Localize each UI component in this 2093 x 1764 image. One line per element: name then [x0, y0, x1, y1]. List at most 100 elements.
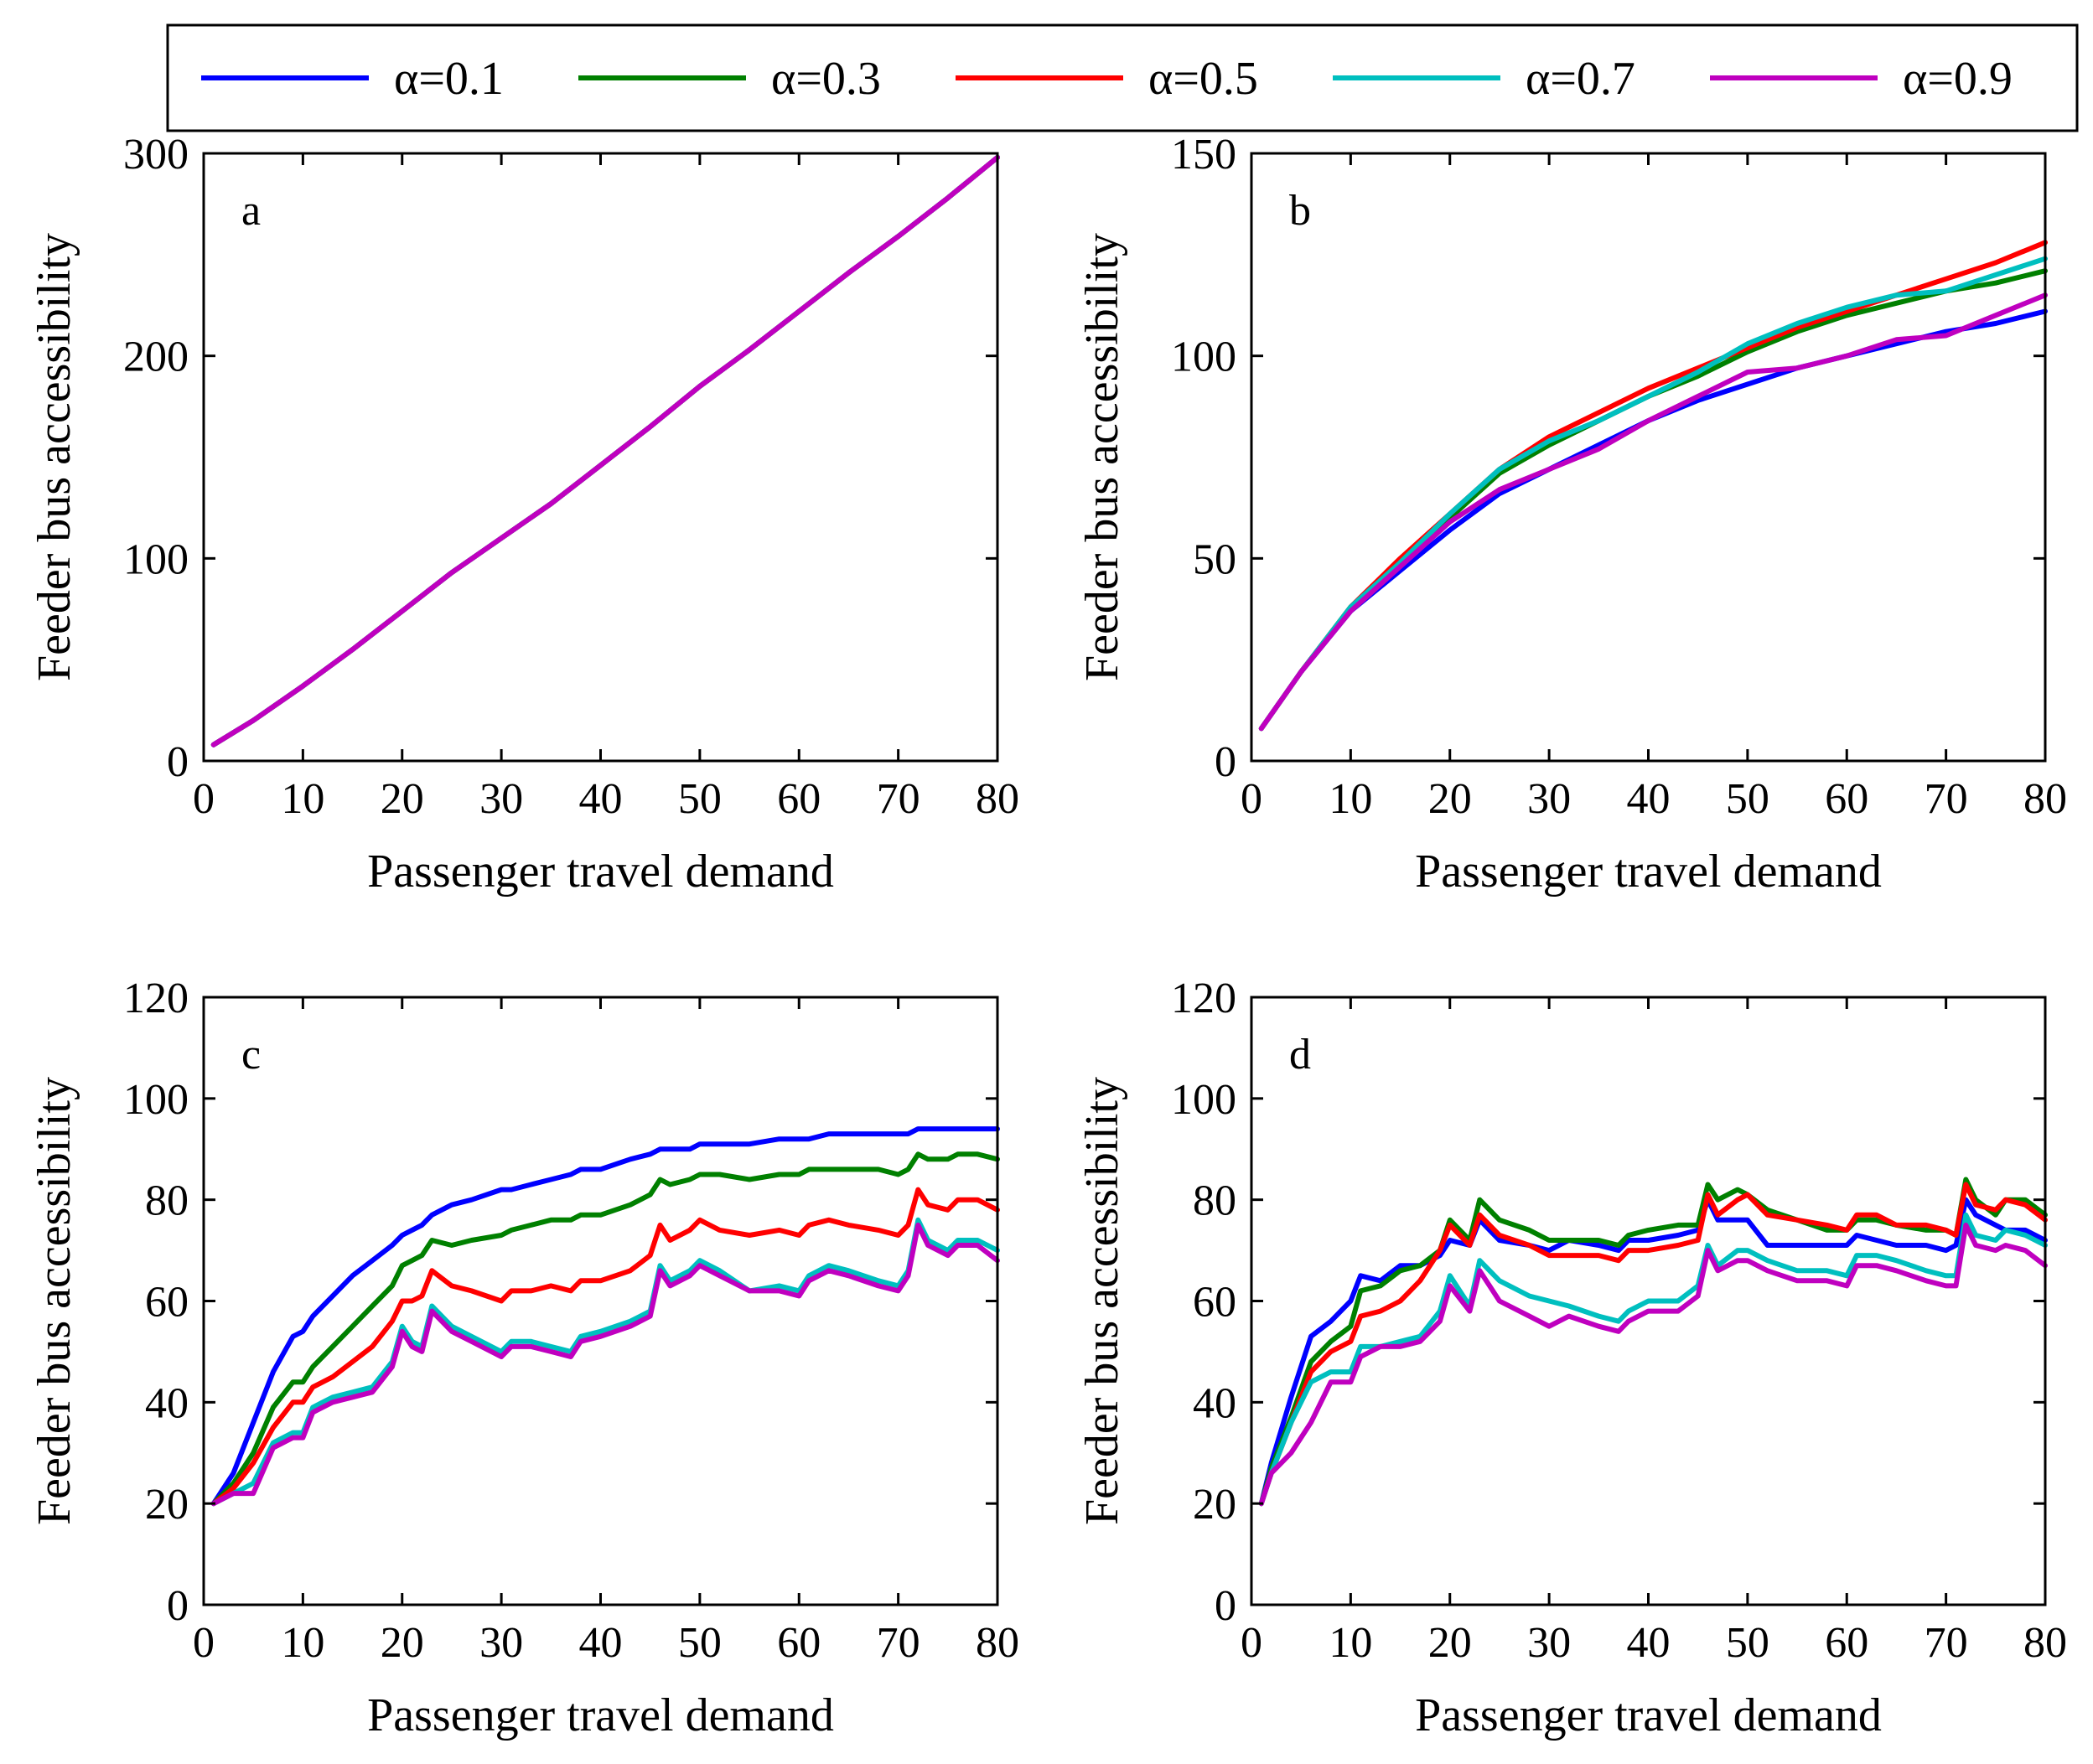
- y-tick-label: 100: [1171, 1076, 1236, 1124]
- series-line-alpha-0-9: [1258, 292, 2048, 732]
- x-tick-label: 80: [976, 775, 1019, 823]
- x-tick-label: 30: [479, 1619, 523, 1667]
- plot-frame: [202, 996, 999, 1606]
- x-tick-label: 10: [1329, 1619, 1372, 1667]
- x-axis-label: Passenger travel demand: [1415, 846, 1882, 898]
- y-axis-label: Feeder bus accessibility: [1076, 1077, 1128, 1525]
- x-tick-label: 30: [1527, 775, 1571, 823]
- panel-c: 0 10 20 30 40 50 60 70 80 0 20 40 60 80 100 120 Passenge…: [28, 975, 1019, 1741]
- series-group: [210, 154, 1000, 748]
- x-tick-label: 70: [1925, 775, 1968, 823]
- x-tick-label: 60: [1825, 775, 1868, 823]
- panel-letter: d: [1289, 1031, 1311, 1079]
- y-tick-label: 60: [145, 1279, 189, 1327]
- x-tick-label: 0: [193, 775, 215, 823]
- x-tick-label: 80: [976, 1619, 1019, 1667]
- series-line-alpha-0-9: [210, 1222, 1000, 1507]
- x-axis-label: Passenger travel demand: [1415, 1689, 1882, 1741]
- panel-d: 0 10 20 30 40 50 60 70 80 0 20 40 60 80 100 120 Passenge…: [1076, 975, 2067, 1741]
- x-tick-label: 0: [1241, 775, 1262, 823]
- series-line-alpha-0-5: [1258, 1182, 2048, 1507]
- y-tick-label: 0: [1215, 738, 1236, 786]
- series-group: [1258, 240, 2048, 732]
- x-tick-label: 60: [777, 1619, 821, 1667]
- panel-b: 0 10 20 30 40 50 60 70 80 0 50 100 150 Passenger trav…: [1076, 131, 2067, 898]
- legend-label-alpha-0-5: α=0.5: [1148, 53, 1258, 105]
- x-tick-label: 70: [877, 1619, 920, 1667]
- y-tick-label: 100: [123, 535, 189, 583]
- y-tick-label: 100: [123, 1076, 189, 1124]
- legend-entry-1: α=0.1: [201, 53, 504, 105]
- y-tick-label: 80: [1193, 1177, 1236, 1225]
- y-axis-label: Feeder bus accessibility: [1076, 233, 1128, 681]
- x-tick-label: 10: [281, 775, 324, 823]
- panel-letter: c: [241, 1031, 261, 1079]
- y-tick-label: 0: [1215, 1582, 1236, 1630]
- x-tick-label: 20: [1428, 1619, 1472, 1667]
- series-line-alpha-0-5: [1258, 240, 2048, 732]
- y-tick-label: 80: [145, 1177, 189, 1225]
- series-line-alpha-0-5: [210, 154, 1000, 748]
- series-line-alpha-0-7: [1258, 1212, 2048, 1507]
- legend-entry-5: α=0.9: [1710, 53, 2013, 105]
- series-line-alpha-0-1: [210, 154, 1000, 748]
- series-line-alpha-0-9: [210, 154, 1000, 748]
- series-line-alpha-0-3: [210, 154, 1000, 748]
- x-tick-label: 50: [678, 1619, 722, 1667]
- series-line-alpha-0-3: [210, 1151, 1000, 1507]
- series-line-alpha-0-7: [210, 154, 1000, 748]
- series-line-alpha-0-3: [1258, 1177, 2048, 1507]
- y-tick-label: 0: [167, 1582, 189, 1630]
- x-tick-label: 0: [1241, 1619, 1262, 1667]
- x-tick-label: 10: [1329, 775, 1372, 823]
- y-tick-label: 150: [1171, 131, 1236, 178]
- x-tick-label: 50: [1726, 775, 1769, 823]
- series-group: [1258, 1177, 2048, 1507]
- y-axis-label: Feeder bus accessibility: [28, 233, 80, 681]
- y-tick-label: 200: [123, 334, 189, 381]
- panel-a: 0 10 20 30 40 50 60 70 80 0 100 200 300 Passenger tra…: [28, 131, 1019, 898]
- x-tick-label: 50: [1726, 1619, 1769, 1667]
- legend-entry-3: α=0.5: [956, 53, 1258, 105]
- x-tick-label: 80: [2023, 775, 2067, 823]
- legend-entry-2: α=0.3: [578, 53, 881, 105]
- x-tick-label: 0: [193, 1619, 215, 1667]
- series-line-alpha-0-1: [210, 1126, 1000, 1507]
- y-tick-label: 20: [1193, 1481, 1236, 1529]
- x-tick-label: 60: [1825, 1619, 1868, 1667]
- y-axis-label: Feeder bus accessibility: [28, 1077, 80, 1525]
- y-tick-label: 60: [1193, 1279, 1236, 1327]
- series-line-alpha-0-5: [210, 1187, 1000, 1507]
- y-tick-label: 300: [123, 131, 189, 178]
- x-tick-label: 80: [2023, 1619, 2067, 1667]
- plot-frame: [1250, 152, 2047, 763]
- y-tick-label: 120: [123, 975, 189, 1022]
- panel-letter: b: [1289, 187, 1311, 235]
- series-line-alpha-0-9: [1258, 1222, 2048, 1507]
- x-axis-label: Passenger travel demand: [367, 846, 834, 898]
- x-tick-label: 40: [1627, 1619, 1671, 1667]
- legend-label-alpha-0-9: α=0.9: [1903, 53, 2013, 105]
- y-tick-label: 50: [1193, 535, 1236, 583]
- y-tick-label: 20: [145, 1481, 189, 1529]
- x-tick-label: 20: [381, 775, 424, 823]
- x-axis-label: Passenger travel demand: [367, 1689, 834, 1741]
- y-tick-label: 120: [1171, 975, 1236, 1022]
- legend-label-alpha-0-1: α=0.1: [394, 53, 504, 105]
- y-tick-label: 40: [145, 1379, 189, 1427]
- x-tick-label: 40: [1627, 775, 1671, 823]
- legend-label-alpha-0-7: α=0.7: [1526, 53, 1635, 105]
- panel-letter: a: [241, 187, 261, 235]
- x-tick-label: 30: [479, 775, 523, 823]
- y-tick-label: 100: [1171, 334, 1236, 381]
- legend: α=0.1 α=0.3 α=0.5 α=0.7 α=0.9: [166, 23, 2079, 132]
- series-line-alpha-0-7: [210, 1217, 1000, 1507]
- x-tick-label: 50: [678, 775, 722, 823]
- x-tick-label: 20: [1428, 775, 1472, 823]
- x-tick-label: 40: [579, 1619, 623, 1667]
- series-line-alpha-0-1: [1258, 308, 2048, 732]
- series-line-alpha-0-1: [1258, 1197, 2048, 1507]
- x-tick-label: 60: [777, 775, 821, 823]
- x-tick-label: 30: [1527, 1619, 1571, 1667]
